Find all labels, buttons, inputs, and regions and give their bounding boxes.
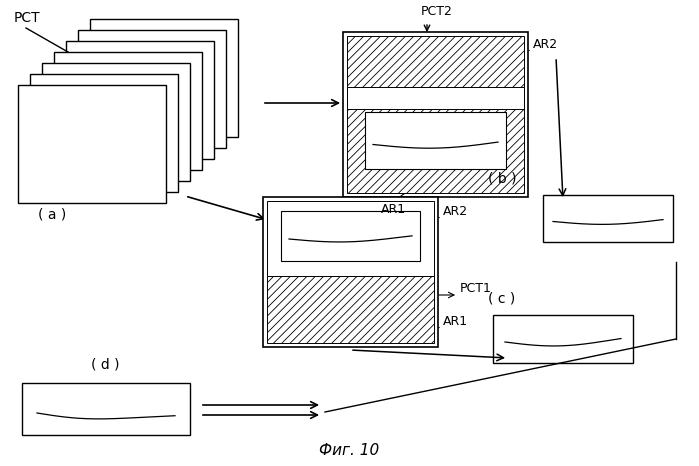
Text: ( a ): ( a ) [38, 207, 66, 221]
Text: ( d ): ( d ) [91, 357, 120, 371]
Text: ( c ): ( c ) [488, 292, 515, 306]
Bar [54, 52, 202, 170]
Bar [66, 41, 214, 159]
Bar [263, 197, 438, 347]
Text: ( b ): ( b ) [488, 172, 517, 186]
Bar [42, 63, 190, 181]
Bar [347, 36, 524, 193]
Text: PCT2: PCT2 [421, 5, 453, 18]
Text: AR2: AR2 [443, 205, 468, 218]
Text: AR1: AR1 [443, 315, 468, 328]
Bar [281, 211, 420, 261]
Bar [22, 383, 190, 435]
Text: PCT: PCT [14, 11, 41, 25]
Text: Фиг. 10: Фиг. 10 [319, 443, 379, 458]
Bar [343, 32, 528, 197]
Bar [78, 30, 226, 148]
Bar [18, 85, 166, 203]
Bar [267, 276, 434, 343]
Bar [30, 74, 178, 192]
Bar [543, 195, 673, 242]
Text: AR2: AR2 [533, 38, 558, 51]
Bar [90, 19, 238, 137]
Bar [347, 87, 524, 109]
Bar [365, 112, 506, 169]
Text: AR1: AR1 [381, 203, 406, 216]
Text: PCT1: PCT1 [460, 282, 492, 295]
Bar [267, 201, 434, 276]
Bar [493, 315, 633, 363]
